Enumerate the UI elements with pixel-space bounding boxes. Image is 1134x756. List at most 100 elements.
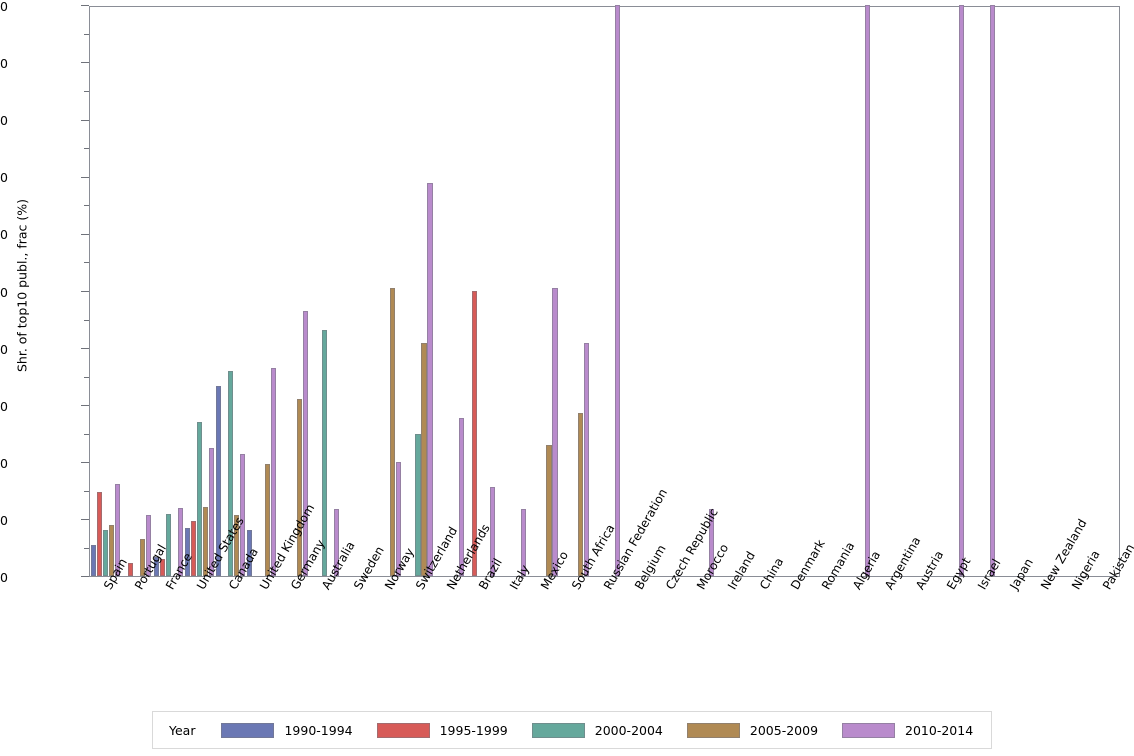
- bar: [390, 287, 396, 576]
- y-axis-tick-label: 60.0: [0, 227, 8, 243]
- bar: [184, 528, 190, 576]
- legend-entry[interactable]: 1995-1999: [376, 722, 508, 738]
- bar: [208, 447, 214, 576]
- bars-container: [90, 5, 1120, 576]
- y-axis-tick-mark: [81, 462, 89, 464]
- bar: [415, 434, 421, 576]
- bar-group: [903, 7, 932, 576]
- bar-group: [841, 5, 870, 576]
- bar: [989, 5, 995, 576]
- y-axis-minor-tick: [84, 319, 89, 321]
- bar: [583, 343, 589, 576]
- bar-group: [622, 7, 651, 576]
- y-axis-minor-tick: [84, 91, 89, 93]
- bar: [471, 291, 478, 576]
- y-axis-minor-tick: [84, 262, 89, 264]
- y-axis-tick-label: 50.0: [0, 284, 8, 300]
- bar-group: [91, 7, 121, 576]
- bar: [240, 454, 246, 576]
- bar: [216, 386, 222, 576]
- bar-group: [935, 5, 964, 576]
- y-axis-tick-label: 80.0: [0, 113, 8, 129]
- bar: [458, 418, 464, 576]
- legend-entries: 1990-1994 1995-1999 2000-2004 2005-2009 2010…: [221, 722, 997, 738]
- bar-group: [247, 7, 277, 576]
- bar: [165, 514, 171, 576]
- bar-group: [685, 7, 714, 576]
- y-axis-minor-tick: [84, 205, 89, 207]
- bar-group: [122, 7, 152, 576]
- bar-group: [216, 7, 246, 576]
- bar: [427, 182, 433, 576]
- legend: Year 1990-1994 1995-1999 2000-2004 2005-200…: [152, 711, 992, 749]
- legend-color-swatch: [376, 722, 430, 738]
- bar: [577, 413, 583, 576]
- y-axis-tick-mark: [81, 290, 89, 292]
- bar-group: [997, 7, 1026, 576]
- y-axis-minor-tick: [84, 547, 89, 549]
- bar-group: [778, 7, 807, 576]
- bar-group: [528, 7, 558, 576]
- bar-group: [591, 5, 621, 576]
- bar: [196, 421, 202, 576]
- y-axis-tick-label: 0.0: [0, 570, 8, 585]
- bar-group: [497, 7, 527, 576]
- bar-group: [1091, 7, 1120, 576]
- bar-group: [1028, 7, 1057, 576]
- bar-group: [279, 7, 308, 576]
- bar: [109, 524, 115, 576]
- bar-group: [310, 7, 339, 576]
- legend-title: Year: [169, 722, 196, 738]
- bar: [97, 491, 103, 576]
- legend-label: 1995-1999: [439, 722, 508, 738]
- bar: [521, 509, 527, 576]
- bar: [140, 538, 146, 576]
- bar: [146, 514, 152, 576]
- bar: [302, 311, 308, 576]
- bar-group: [403, 7, 433, 576]
- legend-label: 2005-2009: [749, 722, 819, 738]
- bar-group: [466, 7, 496, 576]
- y-axis-tick-label: 40.0: [0, 341, 8, 357]
- y-axis-tick-mark: [81, 576, 89, 578]
- y-axis-tick-mark: [81, 176, 89, 178]
- bar: [159, 558, 165, 576]
- legend-label: 1990-1994: [284, 722, 353, 738]
- y-axis-tick-label: 100.0: [0, 0, 8, 14]
- bar-group: [184, 7, 214, 576]
- bar: [708, 509, 714, 576]
- bar-group: [872, 7, 901, 576]
- bar: [864, 5, 870, 576]
- y-axis-label-text: Shr. of top10 publ., frac (%): [14, 198, 30, 373]
- legend-label: 2010-2014: [905, 722, 974, 738]
- bar: [333, 509, 339, 576]
- y-axis-tick-mark: [81, 62, 89, 64]
- y-axis-tick-mark: [81, 233, 89, 235]
- bar: [421, 343, 427, 576]
- y-axis-minor-tick: [84, 490, 89, 492]
- y-axis-minor-tick: [84, 433, 89, 435]
- bar-group: [1060, 7, 1089, 576]
- bar: [265, 464, 271, 576]
- y-axis-tick-label: 30.0: [0, 398, 8, 414]
- bar: [958, 5, 964, 576]
- y-axis-tick-label: 70.0: [0, 170, 8, 186]
- legend-label: 2000-2004: [594, 722, 663, 738]
- bar-group: [966, 5, 995, 576]
- legend-entry[interactable]: 2005-2009: [686, 722, 819, 738]
- legend-entry[interactable]: 2010-2014: [842, 722, 974, 738]
- y-axis-tick-label: 10.0: [0, 512, 8, 528]
- bar-group: [560, 7, 589, 576]
- bar: [153, 557, 159, 576]
- bar-group: [153, 7, 183, 576]
- bar-group: [341, 7, 370, 576]
- legend-entry[interactable]: 1990-1994: [221, 722, 353, 738]
- bar: [115, 483, 121, 576]
- bar: [103, 529, 109, 576]
- legend-color-swatch: [221, 722, 275, 738]
- bar-group: [435, 7, 464, 576]
- bar: [396, 461, 402, 576]
- y-axis-tick-label: 90.0: [0, 56, 8, 72]
- bar-group: [372, 7, 402, 576]
- legend-entry[interactable]: 2000-2004: [531, 722, 663, 738]
